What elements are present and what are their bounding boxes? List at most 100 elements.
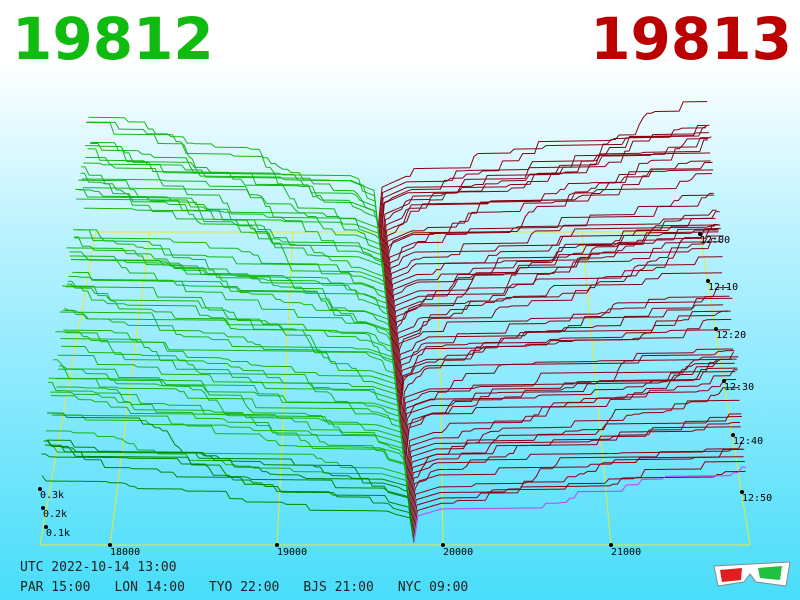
ask-depth-line: [413, 466, 747, 544]
ask-depth-line: [395, 310, 729, 390]
bid-depth-line: [76, 229, 390, 323]
ask-depth-line: [406, 387, 739, 482]
ask-depth-line: [396, 295, 730, 400]
ask-price: 19813: [590, 5, 792, 73]
ask-depth-line: [382, 160, 711, 272]
bid-depth-line: [82, 187, 384, 272]
clock: LON 14:00: [114, 580, 185, 595]
ask-depth-line: [409, 415, 742, 508]
depth-tick: [44, 525, 48, 529]
bid-depth-line: [61, 345, 402, 431]
ask-depth-line: [412, 460, 745, 533]
ask-depth-line: [407, 399, 740, 487]
time-label: 12:00: [700, 235, 730, 246]
ask-depth-line: [388, 228, 718, 328]
bid-depth-line: [64, 307, 397, 390]
bid-depth-line: [46, 439, 411, 513]
floor-edge: [39, 231, 97, 546]
bid-depth-line: [83, 207, 385, 282]
ask-depth-line: [395, 235, 724, 384]
ask-depth-line: [412, 470, 746, 538]
ask-depth-line: [381, 124, 710, 261]
clock: BJS 21:00: [303, 580, 374, 595]
ask-depth-line: [385, 194, 715, 302]
ask-depth-line: [404, 367, 738, 467]
depth-tick: [41, 506, 45, 510]
ask-depth-line: [399, 358, 732, 420]
world-clocks: PAR 15:00 LON 14:00 TYO 22:00 BJS 21:00 NYC …: [20, 580, 492, 595]
ask-depth-line: [398, 310, 731, 410]
bid-depth-line: [50, 395, 408, 482]
ask-depth-line: [398, 318, 732, 415]
ask-depth-line: [383, 173, 712, 282]
ask-depth-line: [399, 297, 733, 426]
bid-depth-line: [87, 148, 381, 246]
time-label: 12:10: [708, 282, 738, 293]
ask-depth-line: [388, 209, 717, 323]
bid-depth-line: [81, 178, 387, 297]
bid-depth-line: [67, 280, 397, 384]
time-label: 12:20: [716, 330, 746, 341]
time-label: 12:30: [724, 382, 754, 393]
bid-depth-line: [55, 378, 405, 456]
clock: PAR 15:00: [20, 580, 91, 595]
ask-depth-line: [411, 448, 745, 528]
bid-depth-line: [76, 198, 389, 318]
bid-depth-line: [85, 156, 383, 261]
ask-depth-line: [387, 237, 717, 318]
bid-depth-line: [81, 166, 386, 292]
ask-depth-line: [378, 101, 708, 241]
price-tick: [441, 543, 445, 547]
bid-depth-line: [44, 444, 414, 533]
ask-depth-line: [390, 229, 719, 343]
ask-depth-line: [380, 132, 709, 256]
ask-depth-line: [410, 448, 744, 518]
ask-depth-line: [384, 169, 714, 292]
ask-depth-line: [389, 223, 718, 333]
price-tick: [275, 543, 279, 547]
ask-depth-line: [379, 139, 708, 246]
ask-depth-line: [396, 286, 729, 395]
bid-depth-line: [90, 141, 380, 236]
price-tick: [609, 543, 613, 547]
ask-depth-line: [392, 227, 721, 359]
bid-depth-line: [73, 237, 391, 333]
time-tick: [740, 490, 744, 494]
depth-label: 0.3k: [40, 490, 64, 501]
ask-depth-line: [401, 351, 735, 436]
ask-depth-line: [408, 426, 741, 497]
bid-depth-line: [58, 365, 404, 446]
bid-depth-line: [51, 414, 409, 487]
depth-tick: [38, 487, 42, 491]
bid-depth-line: [41, 475, 415, 544]
ask-depth-line: [392, 241, 722, 364]
ask-depth-line: [378, 125, 707, 236]
ask-depth-line: [391, 224, 721, 354]
bid-depth-line: [41, 453, 414, 538]
bid-depth-line: [62, 285, 399, 405]
price-tick: [108, 543, 112, 547]
3d-glasses-icon: [713, 561, 791, 587]
bid-depth-line: [66, 247, 396, 374]
bid-depth-line: [65, 286, 398, 400]
price-label: 19000: [277, 547, 307, 558]
bid-depth-line: [50, 391, 407, 477]
clock: NYC 09:00: [397, 580, 469, 595]
ask-depth-line: [402, 371, 736, 451]
ask-depth-line: [401, 350, 735, 441]
time-tick: [698, 232, 702, 236]
bid-depth-line: [57, 354, 403, 436]
bid-depth-line: [44, 440, 413, 528]
bid-depth-line: [86, 122, 383, 266]
bid-depth-line: [58, 368, 403, 441]
bid-depth-line: [83, 162, 384, 277]
ask-depth-line: [382, 136, 712, 277]
bid-depth-line: [73, 229, 390, 328]
bid-depth-line: [75, 188, 388, 313]
bid-depth-line: [49, 445, 410, 503]
bid-depth-line: [47, 412, 412, 518]
ask-depth-line: [405, 369, 738, 472]
bid-depth-line: [64, 332, 398, 395]
